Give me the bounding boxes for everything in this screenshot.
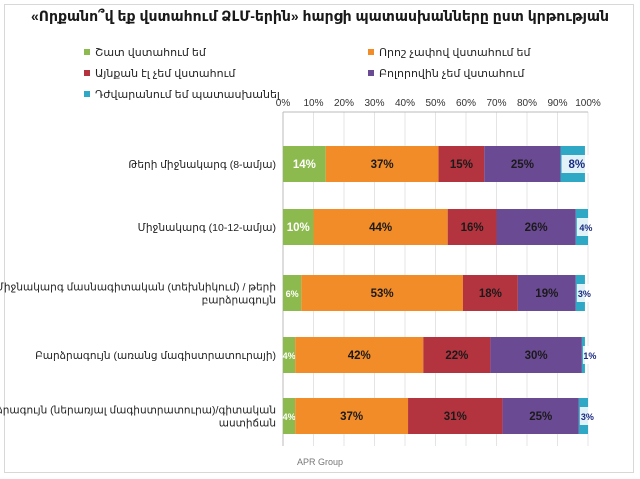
legend-label: Դժվարանում եմ պատասխանել — [95, 89, 281, 101]
category-label: Միջնակարգ մասնագիտական (տեխնիկում) / թեր… — [0, 282, 276, 294]
legend-swatch — [368, 70, 374, 76]
data-label: 3% — [578, 289, 591, 299]
x-tick-label: 50% — [425, 98, 445, 109]
legend-swatch — [84, 70, 90, 76]
bar-segment — [283, 337, 296, 373]
bar-segment — [301, 275, 463, 311]
bar-segment — [484, 146, 561, 182]
x-tick-label: 30% — [364, 98, 384, 109]
bar-segment — [490, 337, 582, 373]
data-label: 19% — [535, 288, 558, 300]
data-label: 30% — [525, 350, 548, 362]
data-label: 37% — [371, 159, 394, 171]
bar-segment — [283, 398, 296, 434]
bar-segment — [438, 146, 485, 182]
x-tick-label: 40% — [395, 98, 415, 109]
bar-segment — [408, 398, 503, 434]
data-label: 44% — [369, 222, 392, 234]
bar-segment — [283, 146, 326, 182]
bar-segment — [517, 275, 576, 311]
data-label: 25% — [511, 159, 534, 171]
legend-swatch — [84, 91, 90, 97]
x-tick-label: 60% — [456, 98, 476, 109]
data-label: 1% — [583, 351, 596, 361]
data-label: 4% — [283, 412, 296, 422]
x-tick-label: 70% — [486, 98, 506, 109]
data-label: 14% — [293, 159, 316, 171]
data-label: 37% — [340, 411, 363, 423]
bar-segment — [447, 209, 497, 245]
x-tick-label: 0% — [276, 98, 291, 109]
x-tick-label: 90% — [547, 98, 567, 109]
category-label: Բարձրագույն (ներառյալ մագիստրատուրա)/գիտ… — [0, 405, 276, 417]
category-label: Միջնակարգ (10-12-ամյա) — [138, 222, 276, 234]
bar-segment — [313, 209, 448, 245]
bar-segment — [295, 398, 409, 434]
x-tick-label: 10% — [303, 98, 323, 109]
data-label-box — [582, 346, 597, 364]
x-tick-label: 100% — [575, 98, 601, 109]
bar-segment — [325, 146, 439, 182]
legend-label: Որոշ չափով վստահում եմ — [379, 47, 531, 59]
data-label: 4% — [579, 223, 592, 233]
data-label: 31% — [444, 411, 467, 423]
bar-segment — [496, 209, 576, 245]
data-label: 53% — [371, 288, 394, 300]
data-label: 26% — [525, 222, 548, 234]
category-label: բարձրագույն — [202, 295, 276, 307]
chart-frame — [4, 4, 634, 473]
legend-swatch — [84, 49, 90, 55]
data-label: 16% — [461, 222, 484, 234]
chart-title: «Որքանո՞վ եք վստահում ՁԼՄ-երին» հարցի պա… — [30, 8, 610, 24]
data-label-box — [576, 284, 592, 302]
data-label: 10% — [287, 222, 310, 234]
legend-swatch — [368, 49, 374, 55]
x-tick-label: 80% — [517, 98, 537, 109]
bar-segment — [295, 337, 424, 373]
data-label: 22% — [445, 350, 468, 362]
category-label: աստիճան — [219, 418, 276, 430]
data-label: 18% — [479, 288, 502, 300]
bar-segment — [283, 275, 302, 311]
data-label: 6% — [286, 289, 299, 299]
legend-label: Այնքան էլ չեմ վստահում — [95, 68, 236, 80]
chart-footer: APR Group — [296, 457, 344, 467]
data-label: 3% — [581, 412, 594, 422]
x-tick-label: 20% — [334, 98, 354, 109]
data-label-box — [561, 155, 592, 173]
legend-label: Շատ վստահում եմ — [95, 47, 207, 59]
bar-segment — [462, 275, 518, 311]
data-label: 42% — [348, 350, 371, 362]
data-label: 15% — [450, 159, 473, 171]
bar-segment — [502, 398, 579, 434]
bar-segment — [283, 209, 314, 245]
legend-label: Բոլորովին չեմ վստահում — [379, 68, 525, 80]
data-label-box — [576, 218, 595, 236]
data-label: 25% — [529, 411, 552, 423]
category-label: Թերի միջնակարգ (8-ամյա) — [128, 159, 276, 171]
bar-segment — [423, 337, 491, 373]
data-label: 4% — [283, 351, 296, 361]
category-label: Բարձրագույն (առանց մագիստրատուրայի) — [35, 350, 276, 362]
data-label: 8% — [568, 159, 585, 171]
data-label-box — [579, 407, 595, 425]
